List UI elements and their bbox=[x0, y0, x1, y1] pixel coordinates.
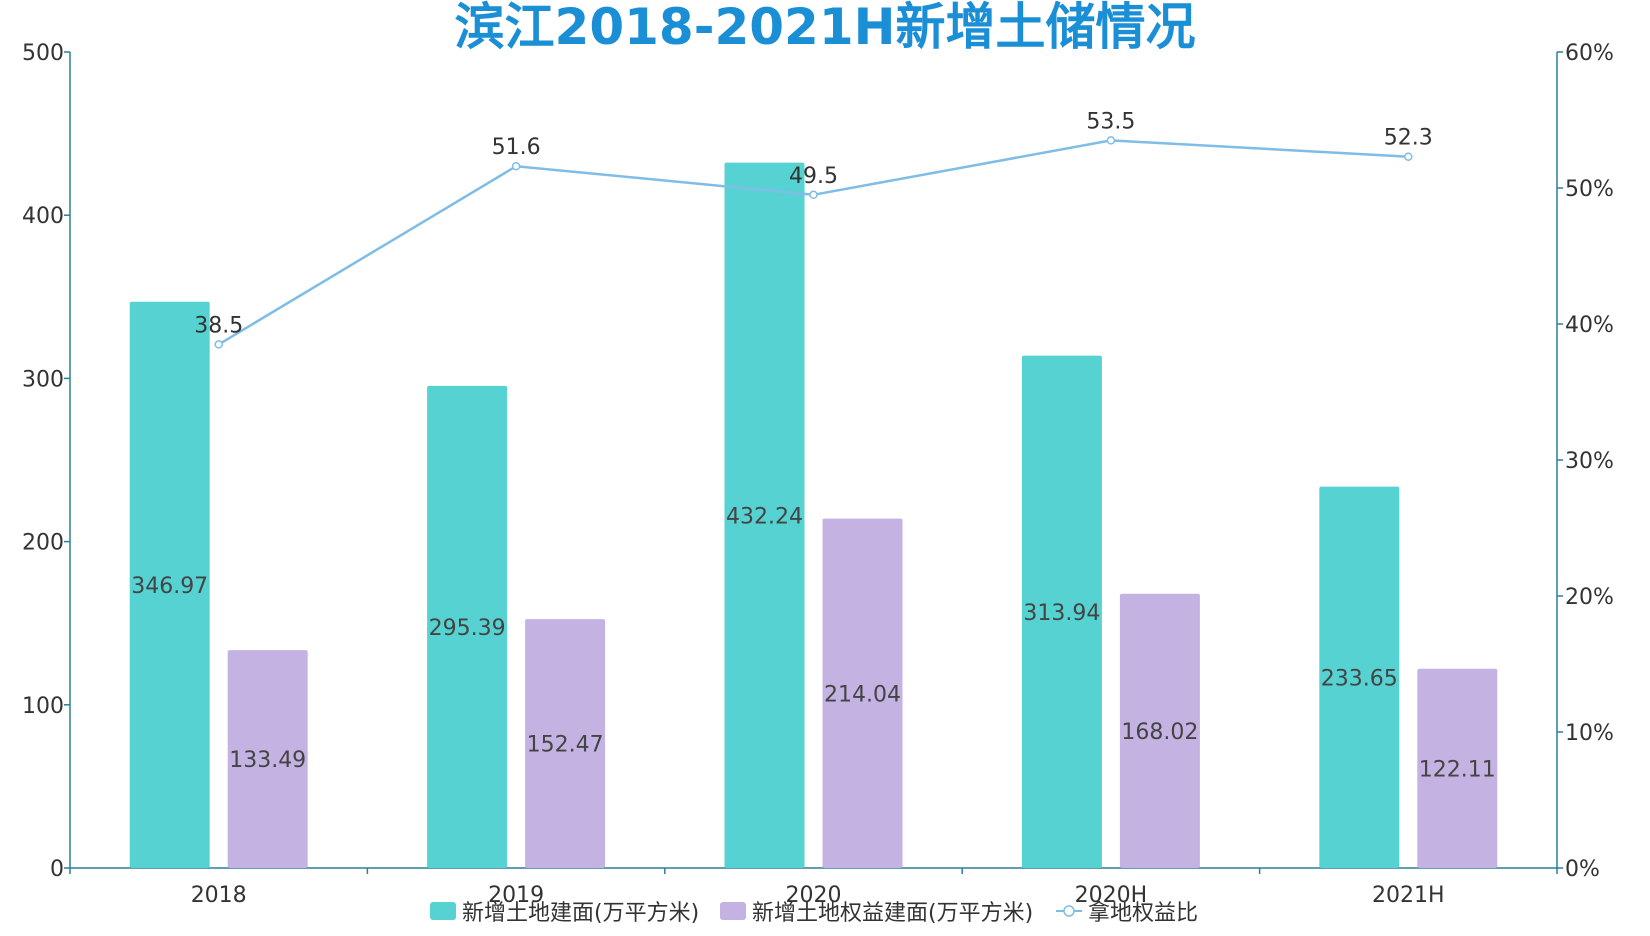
legend-label: 新增土地建面(万平方米) bbox=[462, 901, 699, 926]
bars-layer bbox=[129, 162, 1498, 869]
y-left-tick-label: 0 bbox=[50, 857, 64, 882]
legend[interactable]: 新增土地建面(万平方米) 新增土地权益建面(万平方米) 拿地权益比 bbox=[430, 900, 1198, 926]
bar-equity bbox=[227, 650, 308, 868]
x-tick-label: 2020H bbox=[1075, 883, 1148, 908]
y-right-tick-label: 60% bbox=[1565, 41, 1614, 66]
bar-equity bbox=[1119, 593, 1200, 868]
bar-value-label: 122.11 bbox=[1419, 757, 1496, 782]
ratio-value-label: 38.5 bbox=[194, 313, 243, 338]
bar-value-label: 313.94 bbox=[1023, 601, 1100, 626]
bar-equity bbox=[822, 518, 903, 868]
ratio-value-label: 52.3 bbox=[1384, 126, 1433, 151]
bar-value-label: 233.65 bbox=[1321, 666, 1398, 691]
ratio-value-label: 49.5 bbox=[789, 164, 838, 189]
y-right-tick-label: 40% bbox=[1565, 313, 1614, 338]
legend-swatch bbox=[720, 902, 746, 920]
legend-item[interactable]: 新增土地建面(万平方米) bbox=[430, 901, 699, 926]
bar-value-label: 295.39 bbox=[429, 616, 506, 641]
bar-total bbox=[1319, 486, 1400, 868]
bar-total bbox=[129, 301, 210, 868]
legend-item[interactable]: 新增土地权益建面(万平方米) bbox=[720, 901, 1033, 926]
y-right-tick-label: 10% bbox=[1565, 721, 1614, 746]
line-layer bbox=[214, 136, 1413, 349]
legend-item[interactable]: 拿地权益比 bbox=[1056, 900, 1198, 926]
legend-label: 新增土地权益建面(万平方米) bbox=[752, 901, 1033, 926]
chart-title: 滨江2018-2021H新增土储情况 bbox=[455, 0, 1196, 56]
bar-value-label: 133.49 bbox=[229, 748, 306, 773]
bar-total bbox=[427, 385, 508, 868]
bar-value-label: 346.97 bbox=[131, 574, 208, 599]
bar-total bbox=[1021, 355, 1102, 869]
ratio-point bbox=[511, 161, 521, 171]
bar-equity bbox=[525, 619, 606, 868]
y-left-tick-label: 400 bbox=[22, 204, 64, 229]
bar-equity bbox=[1417, 668, 1498, 868]
axes: 0 100 200 300 400 500 0% 10% 20% 30% 40% 50% 60% 2018… bbox=[22, 41, 1614, 908]
bar-value-label: 432.24 bbox=[726, 504, 803, 529]
x-tick-label: 2021H bbox=[1372, 883, 1445, 908]
bar-total bbox=[724, 162, 805, 868]
y-right-tick-label: 20% bbox=[1565, 585, 1614, 610]
bar-value-label: 168.02 bbox=[1121, 720, 1198, 745]
legend-label: 拿地权益比 bbox=[1088, 900, 1198, 926]
y-right-tick-label: 50% bbox=[1565, 177, 1614, 202]
legend-point-swatch bbox=[1063, 905, 1075, 917]
y-left-tick-label: 300 bbox=[22, 367, 64, 392]
x-tick-label: 2018 bbox=[191, 883, 247, 908]
y-right-tick-label: 0% bbox=[1565, 857, 1600, 882]
ratio-point bbox=[809, 190, 818, 200]
ratio-value-label: 51.6 bbox=[492, 135, 541, 160]
ratio-point bbox=[214, 340, 223, 349]
y-left-tick-label: 500 bbox=[22, 41, 64, 66]
ratio-value-label: 53.5 bbox=[1086, 109, 1135, 134]
y-left-tick-label: 100 bbox=[22, 694, 64, 719]
bar-value-label: 152.47 bbox=[527, 733, 604, 758]
legend-swatch bbox=[430, 902, 456, 920]
x-tick-label: 2020 bbox=[786, 883, 842, 908]
y-left-tick-label: 200 bbox=[22, 531, 64, 556]
data-labels: 346.97 295.39 432.24 313.94 233.65 133.49 152.… bbox=[131, 109, 1496, 782]
ratio-point bbox=[1106, 136, 1116, 145]
ratio-point bbox=[1404, 152, 1413, 161]
bar-value-label: 214.04 bbox=[824, 682, 901, 707]
x-tick-label: 2019 bbox=[488, 883, 544, 908]
y-right-tick-label: 30% bbox=[1565, 449, 1614, 474]
